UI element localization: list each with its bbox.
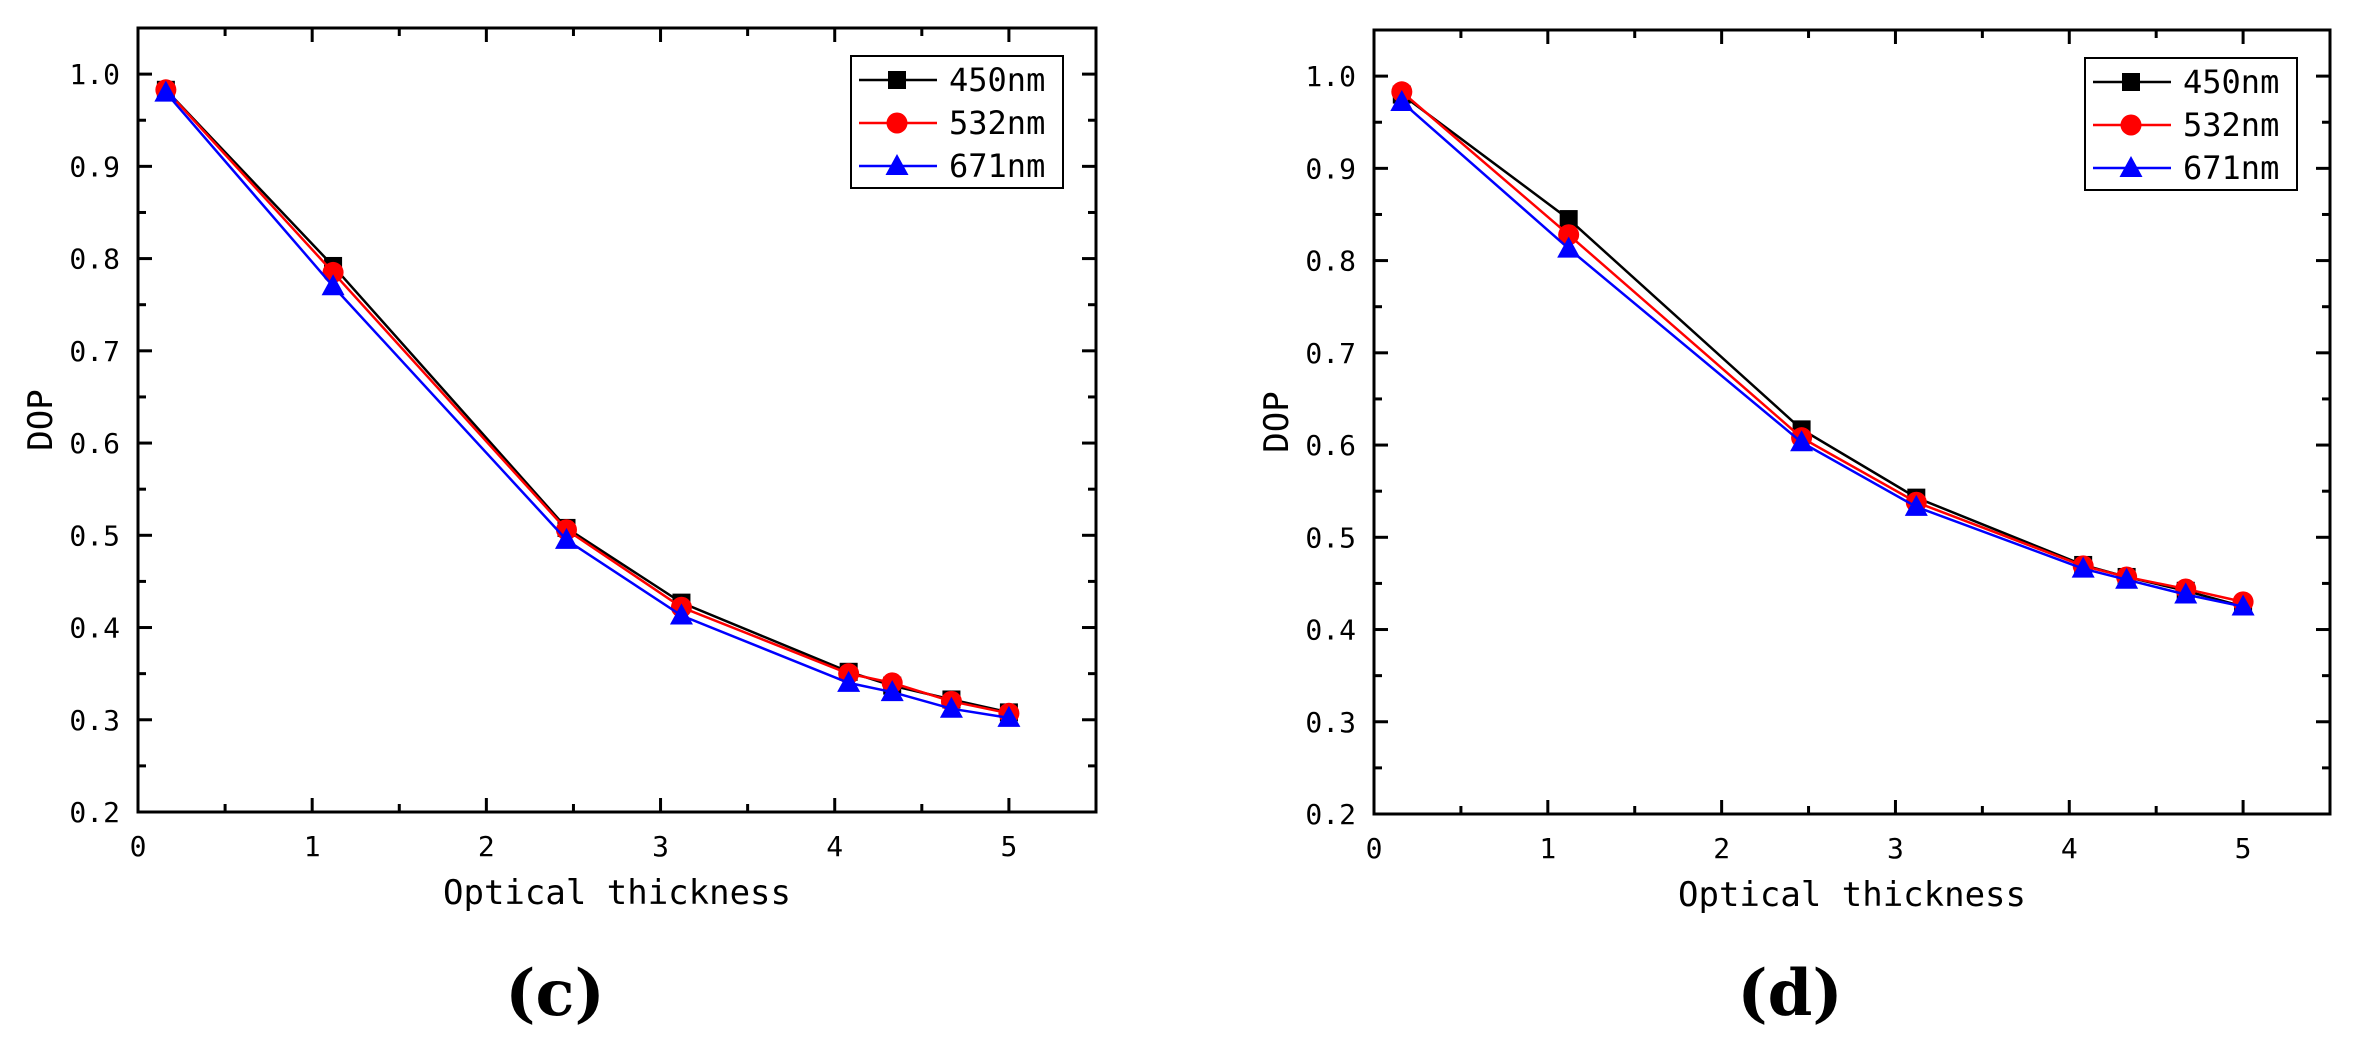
legend-label-671nm: 671nm xyxy=(2183,149,2279,187)
data-point-671nm xyxy=(997,705,1021,727)
x-tick-label: 3 xyxy=(652,830,669,863)
x-tick-label: 1 xyxy=(304,830,321,863)
plot-frame xyxy=(136,26,1098,814)
y-tick-label: 0.5 xyxy=(1305,521,1356,554)
series-line-671nm xyxy=(1400,101,2244,608)
data-point-671nm xyxy=(837,670,861,692)
y-tick-label: 0.4 xyxy=(69,612,120,645)
chart-panel-d: 0 1 2 3 4 5 0.2 0.3 0.4 0.5 0.6 0.7 0.8 0.9 1.0 Optical… xyxy=(1257,28,2332,1031)
x-tick-label: 0 xyxy=(130,830,147,863)
x-tick-label: 0 xyxy=(1366,832,1383,865)
panel-label: (c) xyxy=(505,956,605,1031)
data-point-671nm xyxy=(321,274,345,296)
legend-marker-671nm xyxy=(885,154,909,175)
y-tick-label: 0.2 xyxy=(1305,798,1356,831)
legend-marker-671nm xyxy=(2119,156,2143,177)
y-tick-label: 1.0 xyxy=(69,58,120,91)
y-tick-label: 0.7 xyxy=(69,335,120,368)
x-tick-label: 1 xyxy=(1539,832,1556,865)
data-point-671nm xyxy=(1790,430,1814,452)
legend-label-532nm: 532nm xyxy=(949,104,1045,142)
legend-label-671nm: 671nm xyxy=(949,147,1045,185)
data-point-671nm xyxy=(2231,594,2255,616)
series-671nm xyxy=(154,80,1021,727)
data-point-671nm xyxy=(1390,89,1414,111)
x-tick-label: 5 xyxy=(2235,832,2252,865)
y-tick-label: 1.0 xyxy=(1305,60,1356,93)
y-tick-label: 0.6 xyxy=(1305,429,1356,462)
data-point-450nm xyxy=(1559,210,1578,229)
legend-marker-532nm xyxy=(2120,114,2142,136)
series-line-671nm xyxy=(164,91,1010,720)
y-tick-label: 0.3 xyxy=(1305,706,1356,739)
legend-label-450nm: 450nm xyxy=(949,61,1045,99)
x-axis-title: Optical thickness xyxy=(1678,875,2026,915)
x-tick-label: 2 xyxy=(1713,832,1730,865)
y-tick-label: 0.5 xyxy=(69,519,120,552)
data-point-671nm xyxy=(154,80,178,102)
y-tick-label: 0.4 xyxy=(1305,614,1356,647)
data-point-671nm xyxy=(1904,494,1928,516)
y-tick-label: 0.9 xyxy=(1305,152,1356,185)
series-671nm xyxy=(1390,89,2255,616)
y-tick-label: 0.8 xyxy=(1305,245,1356,278)
data-point-671nm xyxy=(554,527,578,549)
legend-label-532nm: 532nm xyxy=(2183,106,2279,144)
legend: 450nm 532nm 671nm xyxy=(850,55,1064,189)
legend-label-450nm: 450nm xyxy=(2183,63,2279,101)
x-tick-label: 2 xyxy=(478,830,495,863)
data-point-671nm xyxy=(2115,567,2139,589)
y-tick-label: 0.7 xyxy=(1305,337,1356,370)
y-tick-label: 0.6 xyxy=(69,427,120,460)
data-point-671nm xyxy=(880,680,904,702)
data-point-671nm xyxy=(939,696,963,718)
y-tick-label: 0.8 xyxy=(69,243,120,276)
x-tick-label: 4 xyxy=(826,830,843,863)
y-axis-title: DOP xyxy=(1257,391,1297,452)
data-point-671nm xyxy=(2071,556,2095,578)
x-tick-label: 5 xyxy=(1000,830,1017,863)
legend-marker-532nm xyxy=(886,112,908,134)
data-point-532nm xyxy=(1558,224,1580,246)
data-point-671nm xyxy=(1557,236,1581,258)
legend: 450nm 532nm 671nm xyxy=(2084,57,2298,191)
y-tick-label: 0.3 xyxy=(69,704,120,737)
x-tick-label: 4 xyxy=(2061,832,2078,865)
chart-panel-c: 0 1 2 3 4 5 0.2 0.3 0.4 0.5 0.6 0.7 0.8 0.9 1.0 Optical… xyxy=(21,26,1098,1031)
legend-marker-450nm xyxy=(888,71,906,89)
data-point-671nm xyxy=(2174,582,2198,604)
panel-label: (d) xyxy=(1737,956,1842,1031)
x-tick-label: 3 xyxy=(1887,832,1904,865)
y-tick-label: 0.2 xyxy=(69,796,120,829)
data-point-532nm xyxy=(322,261,344,283)
plot-frame xyxy=(1372,28,2332,816)
legend-marker-450nm xyxy=(2122,73,2140,91)
data-point-671nm xyxy=(669,603,693,625)
y-tick-label: 0.9 xyxy=(69,150,120,183)
x-axis-title: Optical thickness xyxy=(443,873,791,913)
y-axis-title: DOP xyxy=(21,389,61,450)
